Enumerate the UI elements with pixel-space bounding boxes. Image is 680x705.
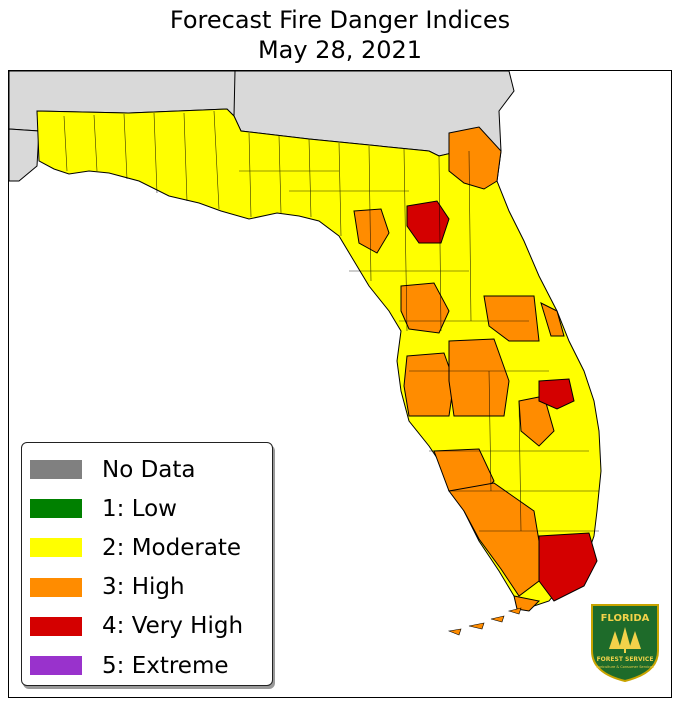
- region-high-central-west: [403, 352, 455, 417]
- high-risk-regions: [353, 126, 565, 612]
- map-legend: No Data 1: Low 2: Moderate 3: High 4: Ve…: [21, 442, 273, 686]
- neighbor-land-west: [9, 128, 40, 182]
- florida-map: [9, 71, 602, 636]
- legend-swatch-very-high: [30, 616, 82, 636]
- region-high-north-central: [353, 208, 390, 254]
- region-very-high-miami-dade: [538, 532, 598, 602]
- florida-forest-service-logo: FLORIDA FOREST SERVICE Agriculture & Con…: [591, 604, 659, 683]
- legend-label-high: 3: High: [102, 574, 185, 601]
- legend-swatch-no-data: [30, 460, 82, 480]
- region-high-central: [448, 338, 510, 417]
- region-very-high-brevard: [538, 378, 575, 410]
- legend-item-high: 3: High: [30, 568, 272, 607]
- legend-label-low: 1: Low: [102, 495, 177, 522]
- county-boundaries: [63, 110, 599, 532]
- legend-swatch-low: [30, 499, 82, 519]
- legend-label-moderate: 2: Moderate: [102, 534, 242, 561]
- legend-label-no-data: No Data: [102, 456, 196, 483]
- region-high-tampa-north: [400, 282, 450, 334]
- legend-swatch-extreme: [30, 656, 82, 676]
- region-high-southwest: [448, 482, 540, 597]
- logo-text-florida: FLORIDA: [601, 613, 650, 624]
- region-high-northeast: [448, 126, 502, 190]
- legend-item-low: 1: Low: [30, 489, 272, 528]
- florida-keys: [447, 607, 522, 636]
- tree-icon: [609, 627, 641, 653]
- legend-swatch-high: [30, 577, 82, 597]
- logo-text-forest-service: FOREST SERVICE: [597, 656, 654, 663]
- region-very-high-north-central: [406, 200, 450, 244]
- legend-item-extreme: 5: Extreme: [30, 646, 272, 685]
- legend-item-moderate: 2: Moderate: [30, 528, 272, 567]
- region-high-keys: [513, 595, 541, 612]
- legend-swatch-moderate: [30, 538, 82, 558]
- region-high-east-coast: [540, 302, 565, 337]
- logo-text-agency: Agriculture & Consumer Services: [596, 665, 654, 669]
- map-title-date: May 28, 2021: [257, 36, 423, 64]
- map-title-line-1: Forecast Fire Danger Indices: [169, 6, 511, 34]
- legend-item-no-data: No Data: [30, 450, 272, 489]
- legend-label-very-high: 4: Very High: [102, 613, 244, 640]
- legend-label-extreme: 5: Extreme: [102, 652, 229, 679]
- very-high-risk-regions: [406, 200, 598, 602]
- legend-item-very-high: 4: Very High: [30, 607, 272, 646]
